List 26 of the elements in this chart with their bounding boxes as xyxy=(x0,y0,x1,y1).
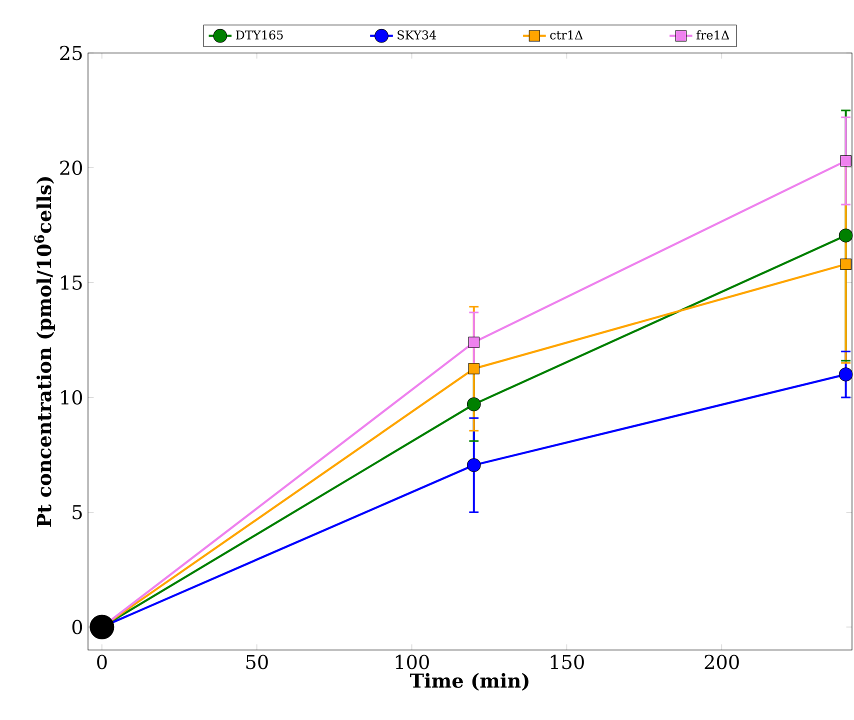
y-tick-label: 25 xyxy=(60,46,82,60)
point xyxy=(840,258,852,270)
y-tick-label: 15 xyxy=(61,275,82,290)
x-tick-label: 150 xyxy=(550,654,584,670)
x-tick-label: 50 xyxy=(246,654,268,670)
point xyxy=(90,614,114,640)
legend-label: fre1Δ xyxy=(696,30,730,40)
point xyxy=(838,368,853,382)
y-tick-label: 20 xyxy=(60,160,82,176)
legend-label: DTY165 xyxy=(236,30,283,40)
point xyxy=(838,228,853,242)
legend-label: ctr1Δ xyxy=(550,30,583,40)
x-axis-title: Time (min) xyxy=(410,673,528,691)
y-tick-label: 5 xyxy=(72,505,82,520)
y-axis-title: Pt concentration (pmol/10$^{6}$cells) xyxy=(34,177,56,527)
legend-label: SKY34 xyxy=(398,30,436,40)
point xyxy=(466,397,481,412)
point xyxy=(466,458,481,472)
x-tick-label: 100 xyxy=(396,654,429,670)
point xyxy=(468,363,480,374)
y-tick-label: 10 xyxy=(61,390,82,405)
y-tick-label: 0 xyxy=(72,620,82,634)
x-tick-label: 0 xyxy=(97,654,107,670)
point xyxy=(840,155,852,167)
point xyxy=(468,336,480,348)
x-tick-label: 200 xyxy=(704,654,739,670)
